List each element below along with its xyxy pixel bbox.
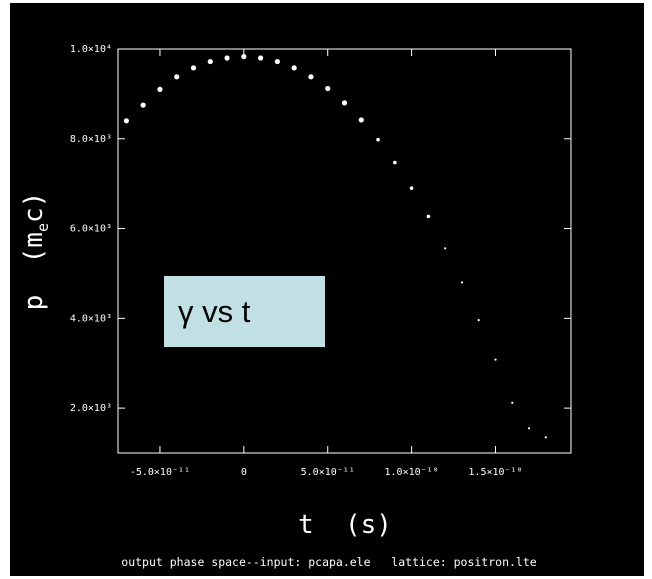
y-axis-ticks: 2.0×10³ 4.0×10³ 6.0×10³ 8.0×10³ 1.0×10⁴ xyxy=(70,44,571,414)
y-axis-label-main: p (m xyxy=(19,232,49,310)
data-point xyxy=(358,117,364,123)
x-tick-label: 0 xyxy=(241,467,247,478)
data-point xyxy=(157,86,163,92)
plot-frame: -5.0×10⁻¹¹ 0 5.0×10⁻¹¹ 1.0×10⁻¹⁰ 1.5×10⁻¹⁰ 2… xyxy=(10,3,644,576)
data-point xyxy=(140,102,146,108)
y-tick-label: 6.0×10³ xyxy=(70,224,112,235)
plot-area-border xyxy=(117,48,572,454)
y-axis-label: p (mec) xyxy=(19,192,52,311)
data-point xyxy=(460,281,464,284)
x-tick-label: 1.0×10⁻¹⁰ xyxy=(385,467,439,478)
x-axis-label: t (s) xyxy=(298,510,392,540)
data-point xyxy=(241,54,247,60)
x-axis-ticks: -5.0×10⁻¹¹ 0 5.0×10⁻¹¹ 1.0×10⁻¹⁰ 1.5×10⁻¹⁰ xyxy=(130,49,523,478)
data-points xyxy=(123,54,547,439)
x-tick-label: -5.0×10⁻¹¹ xyxy=(130,467,190,478)
data-point xyxy=(291,65,297,71)
data-point xyxy=(544,436,547,439)
data-point xyxy=(527,427,531,430)
y-axis-label-subscript: e xyxy=(34,223,52,232)
data-point xyxy=(174,74,180,80)
data-point xyxy=(393,160,397,165)
y-tick-label: 4.0×10³ xyxy=(70,313,112,324)
y-tick-label: 2.0×10³ xyxy=(70,403,112,414)
data-point xyxy=(123,118,129,124)
y-tick-label: 8.0×10³ xyxy=(70,134,112,145)
data-point xyxy=(207,58,213,65)
y-axis-label-end: c) xyxy=(19,192,49,223)
data-point xyxy=(258,55,264,61)
footer-caption: output phase space--input: pcapa.ele lat… xyxy=(121,555,536,569)
y-tick-label: 1.0×10⁴ xyxy=(70,44,112,55)
data-point xyxy=(274,58,280,65)
data-point xyxy=(477,319,480,322)
data-point xyxy=(426,214,431,219)
phase-space-plot: -5.0×10⁻¹¹ 0 5.0×10⁻¹¹ 1.0×10⁻¹⁰ 1.5×10⁻¹⁰ 2… xyxy=(19,44,572,569)
data-point xyxy=(325,85,331,92)
x-tick-label: 5.0×10⁻¹¹ xyxy=(301,467,355,478)
annotation-text: γ vs t xyxy=(178,293,251,329)
data-point xyxy=(511,401,514,404)
data-point xyxy=(444,247,447,250)
data-point xyxy=(190,65,197,71)
data-point xyxy=(224,55,230,61)
data-point xyxy=(376,137,380,142)
data-point xyxy=(308,74,314,80)
data-point xyxy=(341,100,348,106)
data-point xyxy=(409,186,414,190)
data-point xyxy=(494,358,497,361)
annotation-box: γ vs t xyxy=(164,276,325,347)
x-tick-label: 1.5×10⁻¹⁰ xyxy=(468,467,522,478)
